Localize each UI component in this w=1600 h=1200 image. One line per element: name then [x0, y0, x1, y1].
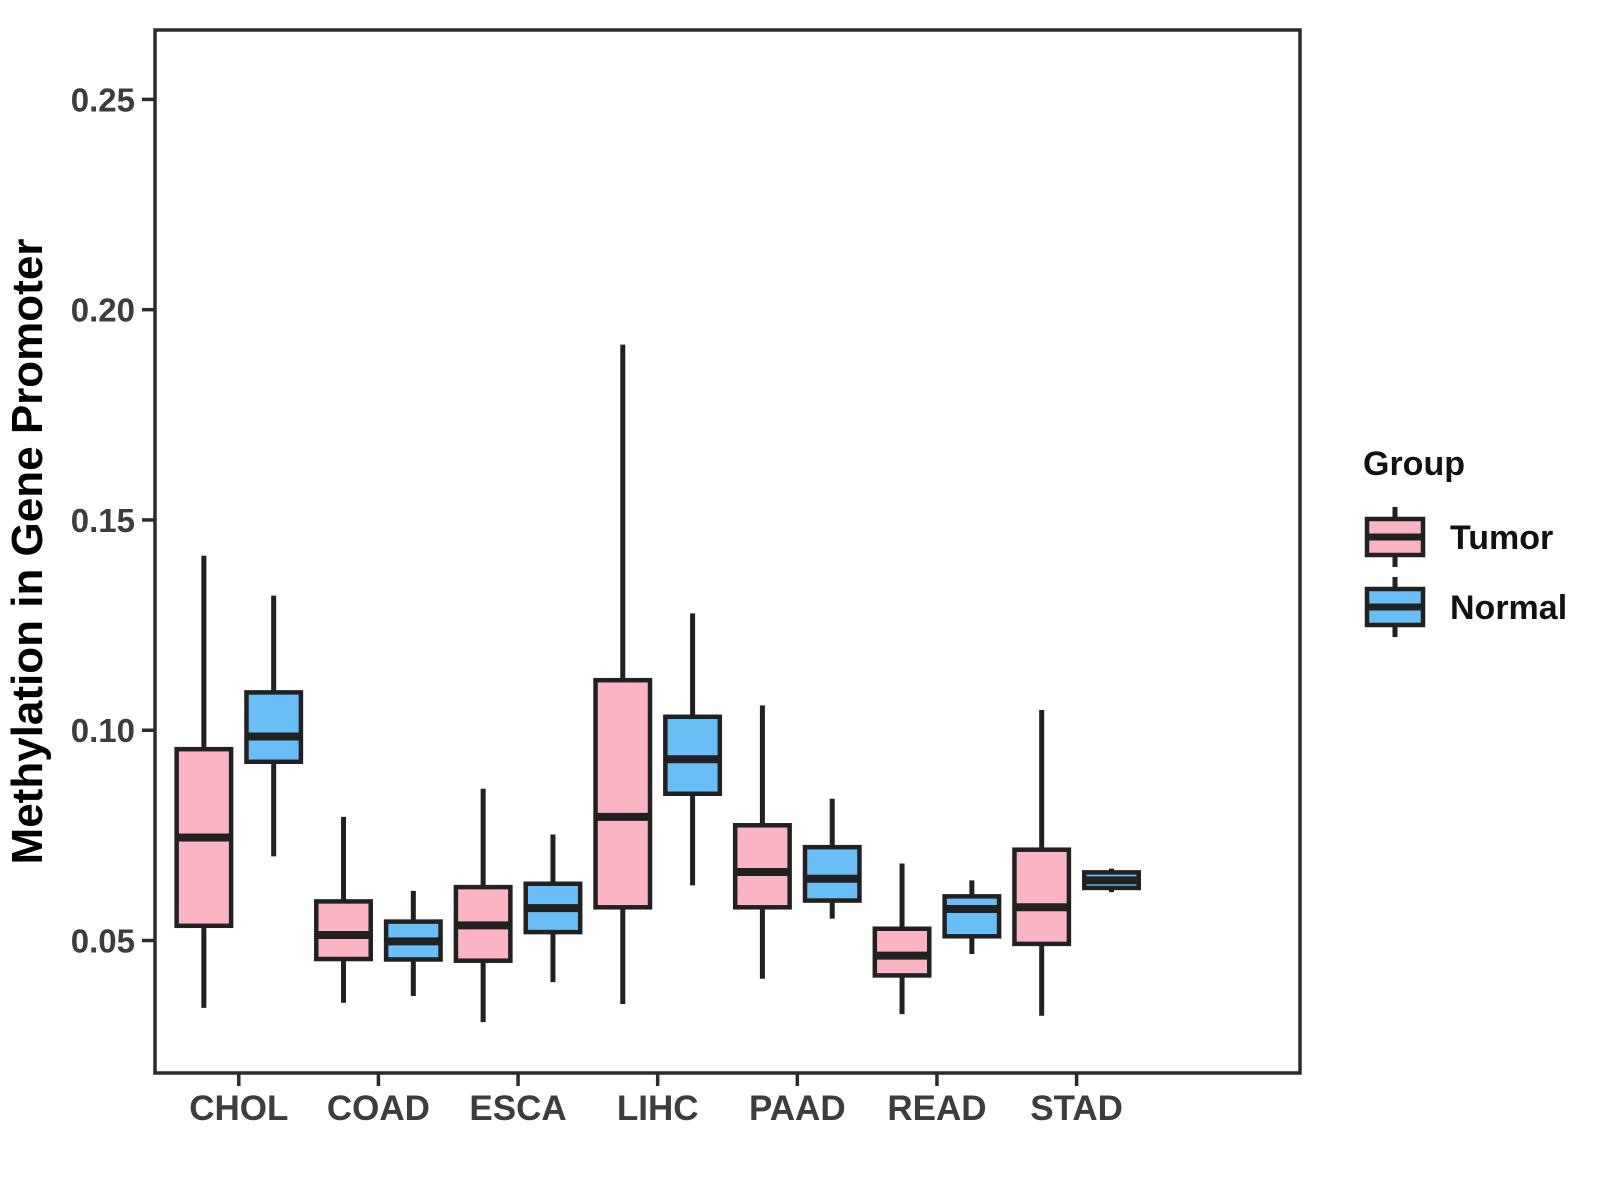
y-tick-label: 0.10: [71, 712, 135, 749]
legend-label-tumor: Tumor: [1450, 519, 1553, 557]
x-tick-label: ESCA: [469, 1089, 566, 1128]
legend-title: Group: [1363, 445, 1465, 483]
boxplot-tumor-paad-box: [732, 823, 792, 910]
boxplot-tumor-coad-box: [314, 899, 373, 962]
y-tick-label: 0.25: [71, 81, 135, 118]
x-tick-label: READ: [887, 1089, 986, 1128]
y-tick-label: 0.20: [71, 292, 135, 329]
x-tick-label: LIHC: [617, 1089, 699, 1128]
boxplot-normal-chol-box: [244, 690, 304, 765]
panel-border: [153, 28, 1302, 1075]
x-tick-label: COAD: [327, 1089, 430, 1128]
boxplot-normal-paad-box: [802, 844, 862, 903]
x-tick-label: PAAD: [749, 1089, 846, 1128]
boxplot-tumor-stad-box: [1012, 847, 1072, 947]
y-axis-title: Methylation in Gene Promoter: [3, 239, 52, 865]
boxplot-tumor-lihc-box: [593, 677, 653, 910]
x-tick-label: CHOL: [189, 1089, 288, 1128]
legend-label-normal: Normal: [1450, 589, 1567, 627]
x-tick-label: STAD: [1030, 1089, 1123, 1128]
y-tick-label: 0.05: [71, 923, 135, 960]
y-tick-label: 0.15: [71, 502, 135, 539]
boxplot-normal-read-box: [942, 894, 1002, 939]
